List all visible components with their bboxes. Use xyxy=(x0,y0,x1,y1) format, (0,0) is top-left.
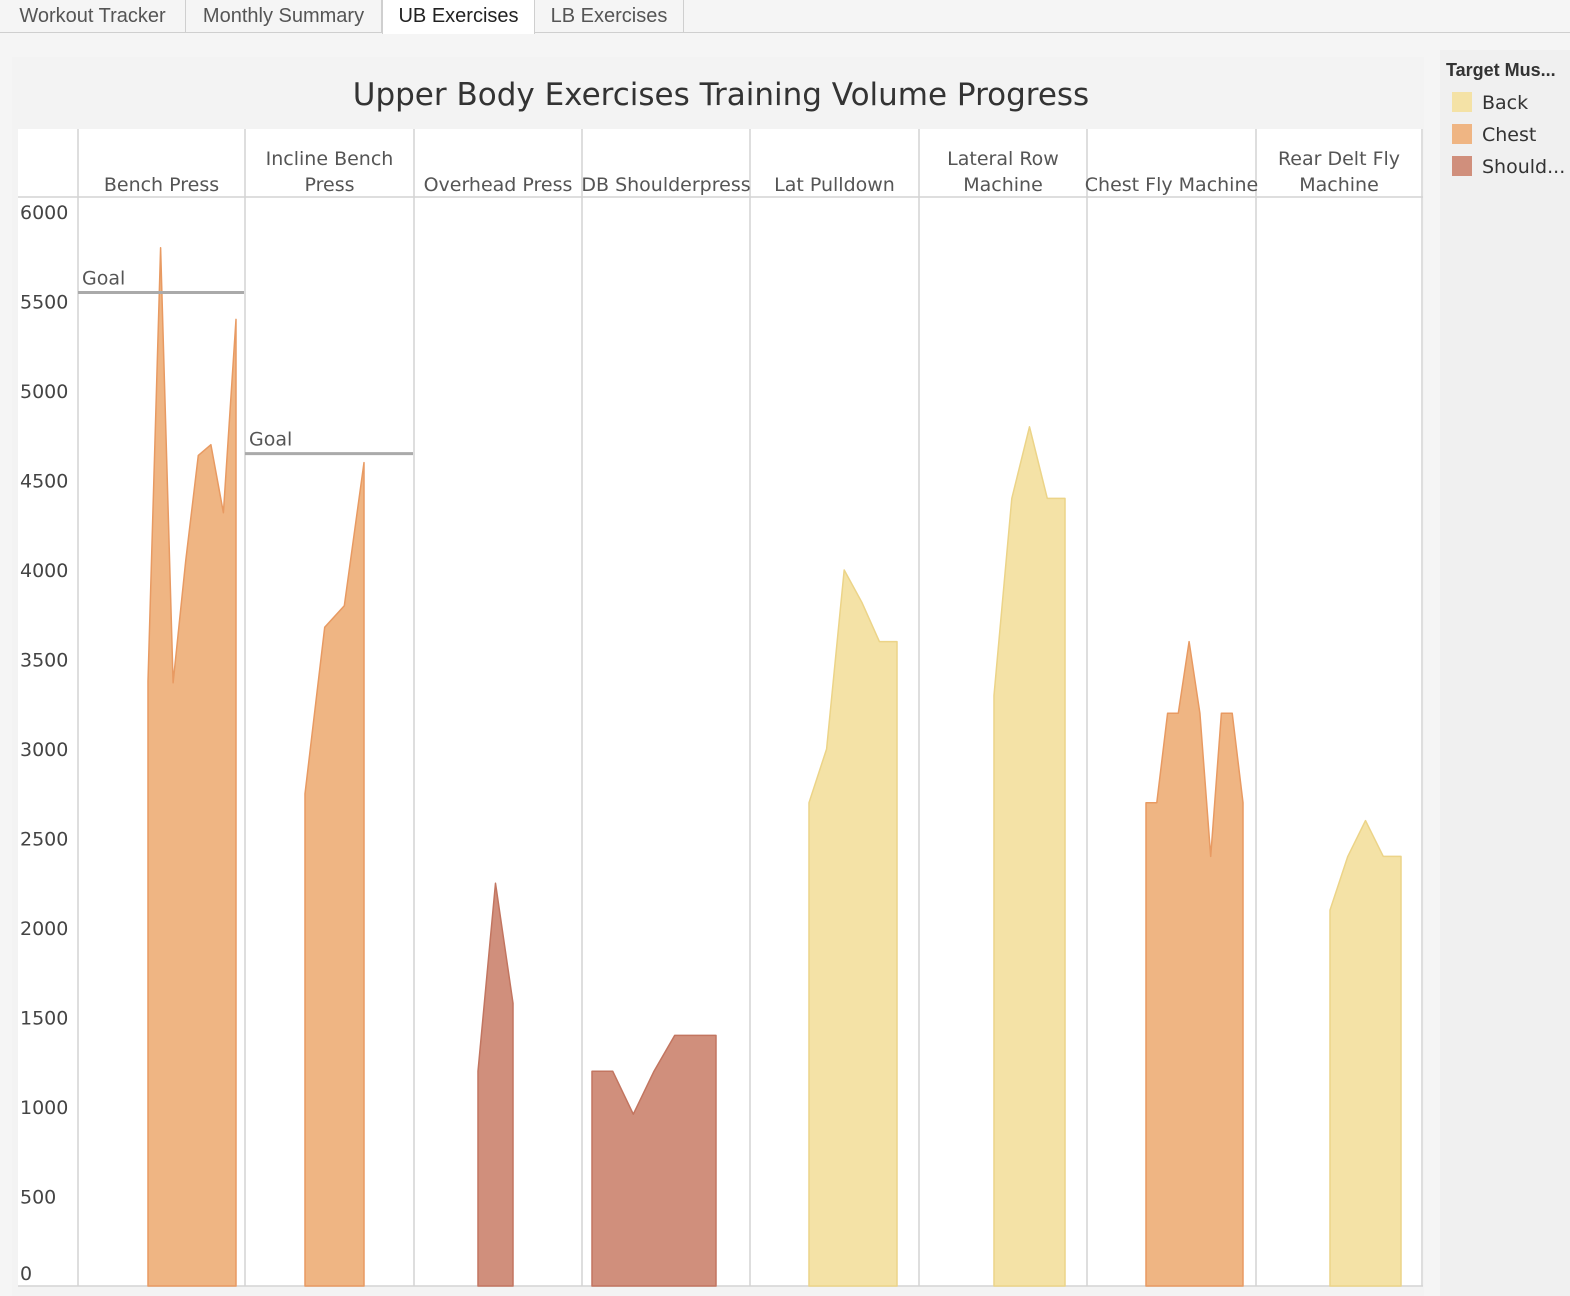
y-tick-label: 500 xyxy=(20,1187,56,1209)
tab-ub-exercises[interactable]: UB Exercises xyxy=(382,0,535,34)
panel-header-label: Lat Pulldown xyxy=(774,174,895,196)
area-series xyxy=(993,426,1066,1287)
y-tick-label: 4500 xyxy=(20,471,68,493)
panel-header-label: Overhead Press xyxy=(424,174,573,196)
y-tick-label: 4000 xyxy=(20,560,68,582)
panel-header-background xyxy=(18,129,1423,197)
legend-title: Target Mus... xyxy=(1446,60,1556,80)
area-series xyxy=(304,461,365,1287)
panel-header-label: Bench Press xyxy=(104,174,219,196)
panel-header-label: Press xyxy=(304,174,354,196)
legend-label-shoulders: Should... xyxy=(1482,156,1566,178)
tab-bar: Workout Tracker Monthly Summary UB Exerc… xyxy=(0,0,1570,34)
y-tick-label: 3500 xyxy=(20,650,68,672)
goal-label: Goal xyxy=(82,268,125,290)
y-tick-label: 0 xyxy=(20,1263,32,1285)
legend-swatch-shoulders xyxy=(1452,156,1472,176)
panel-header-label: Incline Bench xyxy=(266,148,394,170)
tab-lb-exercises[interactable]: LB Exercises xyxy=(535,0,684,33)
area-series xyxy=(147,247,237,1287)
panel-header-label: Machine xyxy=(963,174,1043,196)
y-tick-label: 2500 xyxy=(20,829,68,851)
chart-title: Upper Body Exercises Training Volume Pro… xyxy=(352,77,1090,113)
y-tick-label: 3000 xyxy=(20,739,68,761)
y-tick-label: 5000 xyxy=(20,381,68,403)
y-tick-label: 1500 xyxy=(20,1008,68,1030)
tab-workout-tracker[interactable]: Workout Tracker xyxy=(0,0,186,33)
area-series xyxy=(1329,819,1402,1287)
panel-header-label: DB Shoulderpress xyxy=(581,174,750,196)
legend-label-chest: Chest xyxy=(1482,124,1537,146)
panel-header-label: Chest Fly Machine xyxy=(1085,174,1258,196)
panel-header-label: Rear Delt Fly xyxy=(1278,148,1400,170)
panel-header-label: Lateral Row xyxy=(947,148,1059,170)
area-series xyxy=(1145,640,1244,1287)
y-tick-label: 5500 xyxy=(20,292,68,314)
legend-panel xyxy=(1440,50,1570,1296)
legend-swatch-chest xyxy=(1452,124,1472,144)
y-tick-label: 2000 xyxy=(20,918,68,940)
goal-label: Goal xyxy=(249,429,292,451)
y-tick-label: 6000 xyxy=(20,202,68,224)
area-series xyxy=(808,569,898,1287)
legend-label-back: Back xyxy=(1482,92,1529,114)
y-tick-label: 1000 xyxy=(20,1097,68,1119)
area-series xyxy=(477,882,514,1287)
legend-swatch-back xyxy=(1452,92,1472,112)
tab-monthly-summary[interactable]: Monthly Summary xyxy=(186,0,382,33)
panel-header-label: Machine xyxy=(1299,174,1379,196)
area-series xyxy=(591,1034,717,1287)
